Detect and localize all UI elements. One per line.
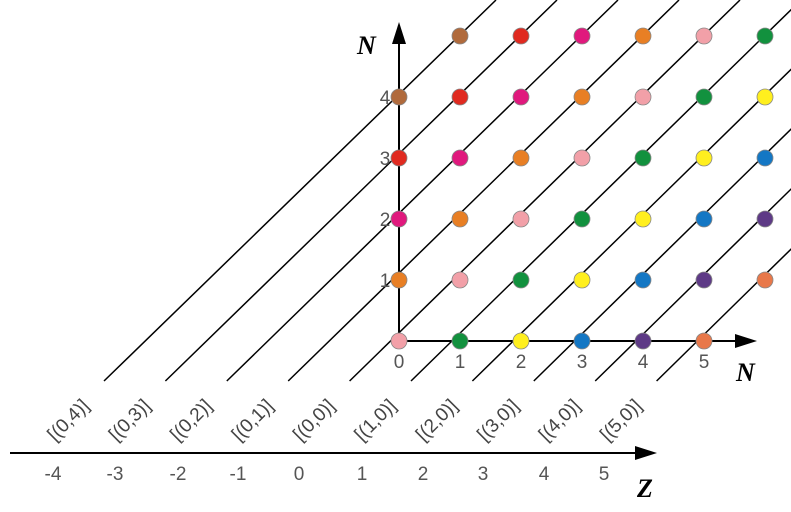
lattice-point bbox=[756, 210, 774, 228]
z-axis-label: Z bbox=[636, 474, 653, 503]
lattice-point bbox=[512, 210, 530, 228]
class-label: [(0,3)] bbox=[105, 396, 155, 446]
vertical-n-tick-labels: 1 2 3 4 bbox=[380, 88, 391, 292]
horizontal-n-tick-labels: 0 1 2 3 4 5 bbox=[394, 352, 710, 373]
lattice-point bbox=[756, 271, 774, 289]
lattice-point bbox=[756, 27, 774, 45]
lattice-point bbox=[390, 149, 408, 167]
lattice-point bbox=[756, 149, 774, 167]
vertical-n-axis bbox=[392, 22, 406, 341]
lattice-point bbox=[390, 332, 408, 350]
lattice-point bbox=[451, 332, 469, 350]
lattice-point bbox=[451, 88, 469, 106]
lattice-point bbox=[512, 88, 530, 106]
lattice-points bbox=[390, 27, 774, 350]
n-tick-label: 2 bbox=[516, 352, 527, 373]
vertical-axis-label: N bbox=[356, 31, 377, 60]
lattice-point bbox=[573, 271, 591, 289]
lattice-point bbox=[451, 210, 469, 228]
class-line bbox=[287, 0, 680, 382]
n-tick-label: 0 bbox=[394, 352, 405, 373]
vertical-tick-label: 1 bbox=[380, 271, 391, 292]
lattice-point bbox=[573, 332, 591, 350]
vertical-tick-label: 2 bbox=[380, 210, 391, 231]
lattice-point bbox=[634, 27, 652, 45]
lattice-point bbox=[512, 27, 530, 45]
z-tick-label: 0 bbox=[294, 464, 305, 485]
class-label: [(0,1)] bbox=[228, 396, 278, 446]
class-line bbox=[410, 8, 791, 382]
lattice-point bbox=[512, 149, 530, 167]
z-tick-label: -4 bbox=[45, 464, 62, 485]
lattice-point bbox=[390, 210, 408, 228]
lattice-point bbox=[695, 27, 713, 45]
z-tick-label: 5 bbox=[599, 464, 610, 485]
equivalence-class-lines bbox=[103, 0, 791, 382]
lattice-point bbox=[634, 332, 652, 350]
z-tick-label: -1 bbox=[230, 464, 247, 485]
class-line bbox=[594, 188, 791, 382]
lattice-point bbox=[573, 27, 591, 45]
class-line bbox=[533, 128, 791, 382]
lattice-point bbox=[390, 88, 408, 106]
class-label: [(2,0)] bbox=[412, 396, 462, 446]
n-tick-label: 5 bbox=[699, 352, 710, 373]
lattice-point bbox=[634, 88, 652, 106]
n-tick-label: 3 bbox=[577, 352, 588, 373]
lattice-point bbox=[573, 210, 591, 228]
z-tick-label: -2 bbox=[170, 464, 187, 485]
lattice-point bbox=[695, 149, 713, 167]
class-line bbox=[164, 0, 558, 382]
z-tick-label: 4 bbox=[539, 464, 550, 485]
class-label: [(0,0)] bbox=[289, 396, 339, 446]
z-axis bbox=[10, 446, 657, 460]
class-label: [(1,0)] bbox=[351, 396, 401, 446]
z-tick-label: 2 bbox=[418, 464, 429, 485]
lattice-point bbox=[512, 271, 530, 289]
lattice-point bbox=[634, 271, 652, 289]
class-label: [(3,0)] bbox=[473, 396, 523, 446]
class-label: [(5,0)] bbox=[596, 396, 646, 446]
lattice-point bbox=[573, 88, 591, 106]
lattice-point bbox=[634, 210, 652, 228]
z-tick-label: -3 bbox=[107, 464, 124, 485]
class-line bbox=[656, 248, 791, 382]
lattice-point bbox=[573, 149, 591, 167]
n-tick-label: 4 bbox=[638, 352, 649, 373]
z-axis-tick-labels: -4 -3 -2 -1 0 1 2 3 4 5 bbox=[45, 464, 610, 485]
class-line bbox=[471, 68, 791, 382]
vertical-tick-label: 4 bbox=[380, 88, 391, 109]
class-label: [(0,2)] bbox=[166, 396, 216, 446]
equivalence-class-labels: [(0,4)] [(0,3)] [(0,2)] [(0,1)] [(0,0)] [(1,0… bbox=[44, 396, 647, 446]
lattice-point bbox=[512, 332, 530, 350]
lattice-point bbox=[451, 27, 469, 45]
lattice-point bbox=[756, 88, 774, 106]
lattice-point bbox=[451, 149, 469, 167]
class-line bbox=[349, 0, 741, 382]
z-tick-label: 3 bbox=[478, 464, 489, 485]
class-label: [(0,4)] bbox=[44, 396, 94, 446]
lattice-point bbox=[451, 271, 469, 289]
lattice-point bbox=[695, 332, 713, 350]
lattice-point bbox=[695, 88, 713, 106]
vertical-tick-label: 3 bbox=[380, 149, 391, 170]
class-line bbox=[103, 0, 497, 382]
n-tick-label: 1 bbox=[455, 352, 466, 373]
z-tick-label: 1 bbox=[357, 464, 368, 485]
lattice-point bbox=[390, 271, 408, 289]
horizontal-axis-label: N bbox=[735, 358, 756, 387]
lattice-point bbox=[634, 149, 652, 167]
class-line bbox=[226, 0, 619, 382]
lattice-point bbox=[695, 271, 713, 289]
class-label: [(4,0)] bbox=[535, 396, 585, 446]
lattice-point bbox=[695, 210, 713, 228]
